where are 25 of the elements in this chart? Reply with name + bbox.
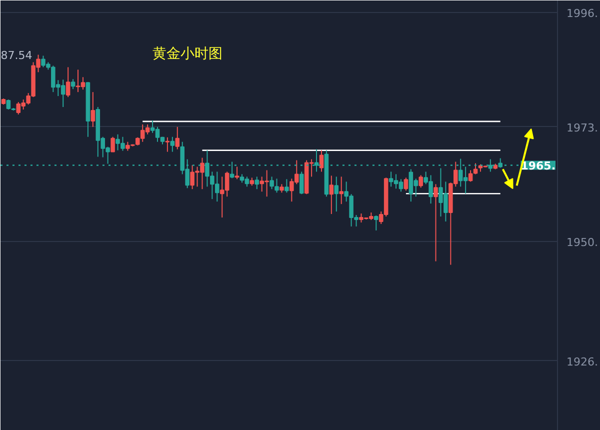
candlestick: [434, 184, 438, 262]
candlestick: [299, 171, 304, 195]
candlestick: [66, 66, 70, 98]
candlestick: [175, 126, 180, 150]
candlestick: [329, 175, 334, 215]
candlestick: [284, 178, 289, 194]
y-tick-label: 1950.: [566, 236, 598, 249]
candlestick: [90, 92, 96, 128]
annotation: 87.54: [0, 49, 32, 62]
candlestick: [170, 136, 175, 152]
candlestick: [110, 136, 115, 152]
y-tick-label: 1973.: [566, 121, 598, 134]
candlestick: [339, 176, 344, 205]
text: 黄金小时图: [152, 46, 223, 62]
y-tick-label: 1996.: [566, 6, 598, 20]
y-tick-label: 1926.: [566, 355, 598, 368]
candlestick: [234, 166, 240, 180]
candlestick: [374, 215, 378, 231]
candlestick: [254, 176, 260, 190]
candlestick: [418, 174, 423, 188]
ref-line-label: 1965.: [520, 160, 556, 173]
candlestick: [404, 177, 408, 192]
candlestick: [334, 176, 339, 212]
candlestick: [70, 78, 76, 90]
candlestick: [165, 136, 170, 152]
